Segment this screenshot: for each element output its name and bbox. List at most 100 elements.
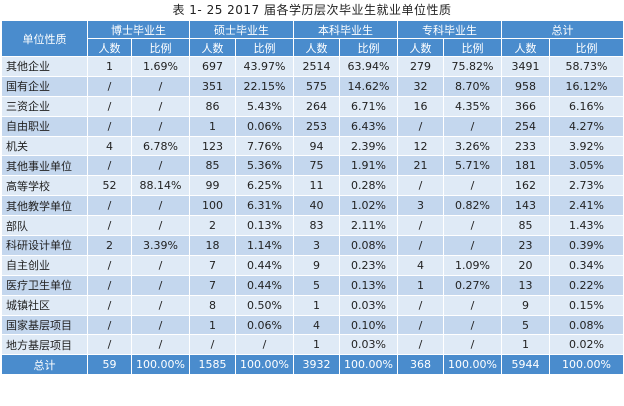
count-cell: / (189, 334, 236, 356)
count-cell: 1 (293, 334, 340, 356)
ratio-cell: 0.82% (443, 195, 502, 217)
ratio-cell: / (131, 195, 190, 217)
total-cell: 368 (397, 354, 444, 376)
ratio-cell: 2.41% (549, 195, 624, 217)
ratio-cell: 16.12% (549, 75, 624, 97)
ratio-cell: 1.02% (339, 195, 398, 217)
count-cell: 11 (293, 175, 340, 197)
count-cell: 7 (189, 254, 236, 276)
ratio-cell: 0.03% (339, 294, 398, 316)
row-label: 其他企业 (1, 56, 88, 77)
ratio-cell: 5.36% (235, 155, 294, 177)
ratio-cell: / (131, 314, 190, 336)
count-cell: / (87, 115, 132, 137)
count-cell: 181 (501, 155, 550, 177)
ratio-cell: 0.50% (235, 294, 294, 316)
count-cell: 32 (397, 75, 444, 97)
header-count: 人数 (189, 38, 236, 57)
ratio-cell: 1.91% (339, 155, 398, 177)
total-cell: 3932 (293, 354, 340, 376)
ratio-cell: 0.06% (235, 314, 294, 336)
count-cell: 75 (293, 155, 340, 177)
count-cell: 85 (501, 215, 550, 237)
count-cell: 123 (189, 135, 236, 157)
count-cell: 23 (501, 235, 550, 256)
count-cell: 4 (293, 314, 340, 336)
count-cell: / (397, 334, 444, 356)
count-cell: 12 (397, 135, 444, 157)
header-group-bachelor: 本科毕业生 (293, 20, 398, 39)
count-cell: 9 (293, 254, 340, 276)
count-cell: 233 (501, 135, 550, 157)
row-label: 地方基层项目 (1, 334, 88, 356)
row-label: 高等学校 (1, 175, 88, 197)
ratio-cell: 6.31% (235, 195, 294, 217)
ratio-cell: 0.28% (339, 175, 398, 197)
total-cell: 100.00% (339, 354, 398, 376)
count-cell: / (397, 115, 444, 137)
row-label: 三资企业 (1, 95, 88, 117)
count-cell: 100 (189, 195, 236, 217)
count-cell: 5 (293, 274, 340, 296)
ratio-cell: 2.11% (339, 215, 398, 237)
row-label: 医疗卫生单位 (1, 274, 88, 296)
row-label: 其他教学单位 (1, 195, 88, 217)
count-cell: 253 (293, 115, 340, 137)
ratio-cell: 22.15% (235, 75, 294, 97)
count-cell: 83 (293, 215, 340, 237)
count-cell: 279 (397, 56, 444, 77)
header-ratio: 比例 (549, 38, 624, 57)
count-cell: 2 (87, 235, 132, 256)
header-group-phd: 博士毕业生 (87, 20, 190, 39)
ratio-cell: / (131, 215, 190, 237)
total-cell: 1585 (189, 354, 236, 376)
ratio-cell: 2.39% (339, 135, 398, 157)
row-label: 国家基层项目 (1, 314, 88, 336)
row-label: 其他事业单位 (1, 155, 88, 177)
ratio-cell: 0.08% (339, 235, 398, 256)
count-cell: / (87, 334, 132, 356)
table-row: 地方基层项目 / / //1 0.03% //1 0.02% (1, 334, 624, 356)
ratio-cell: 1.09% (443, 254, 502, 276)
table-row: 自由职业 //1 0.06% 253 6.43% //254 4.27% (1, 115, 624, 137)
total-cell: 100.00% (549, 354, 624, 376)
count-cell: 264 (293, 95, 340, 117)
ratio-cell: 1.43% (549, 215, 624, 237)
total-cell: 100.00% (443, 354, 502, 376)
row-label: 科研设计单位 (1, 235, 88, 256)
total-cell: 5944 (501, 354, 550, 376)
table-row: 自主创业 //7 0.44% 9 0.23% 4 1.09% 20 0.34% (1, 254, 624, 276)
table-row: 城镇社区 //8 0.50% 1 0.03% //9 0.15% (1, 294, 624, 316)
count-cell: 697 (189, 56, 236, 77)
count-cell: 4 (397, 254, 444, 276)
count-cell: 1 (189, 115, 236, 137)
ratio-cell: 14.62% (339, 75, 398, 97)
table-row: 机关 4 6.78% 123 7.76% 94 2.39% 12 3.26% 233 3.92% (1, 135, 624, 157)
ratio-cell: 4.35% (443, 95, 502, 117)
row-label: 机关 (1, 135, 88, 157)
ratio-cell: 88.14% (131, 175, 190, 197)
header-count: 人数 (293, 38, 340, 57)
count-cell: 85 (189, 155, 236, 177)
count-cell: 1 (189, 314, 236, 336)
count-cell: 2 (189, 215, 236, 237)
ratio-cell: 63.94% (339, 56, 398, 77)
ratio-cell: 43.97% (235, 56, 294, 77)
ratio-cell: 0.39% (549, 235, 624, 256)
ratio-cell: 3.92% (549, 135, 624, 157)
table-row: 高等学校 52 88.14% 99 6.25% 11 0.28% //162 2.73% (1, 175, 624, 197)
count-cell: 254 (501, 115, 550, 137)
ratio-cell: 8.70% (443, 75, 502, 97)
count-cell: 1 (397, 274, 444, 296)
table-row: 医疗卫生单位 //7 0.44% 5 0.13% 1 0.27% 13 0.22% (1, 274, 624, 296)
ratio-cell: 0.13% (235, 215, 294, 237)
ratio-cell: / (131, 254, 190, 276)
header-count: 人数 (87, 38, 132, 57)
count-cell: 52 (87, 175, 132, 197)
header-group-master: 硕士毕业生 (189, 20, 294, 39)
count-cell: / (87, 254, 132, 276)
ratio-cell: 0.06% (235, 115, 294, 137)
ratio-cell: 0.02% (549, 334, 624, 356)
ratio-cell: / (131, 95, 190, 117)
ratio-cell: / (131, 115, 190, 137)
